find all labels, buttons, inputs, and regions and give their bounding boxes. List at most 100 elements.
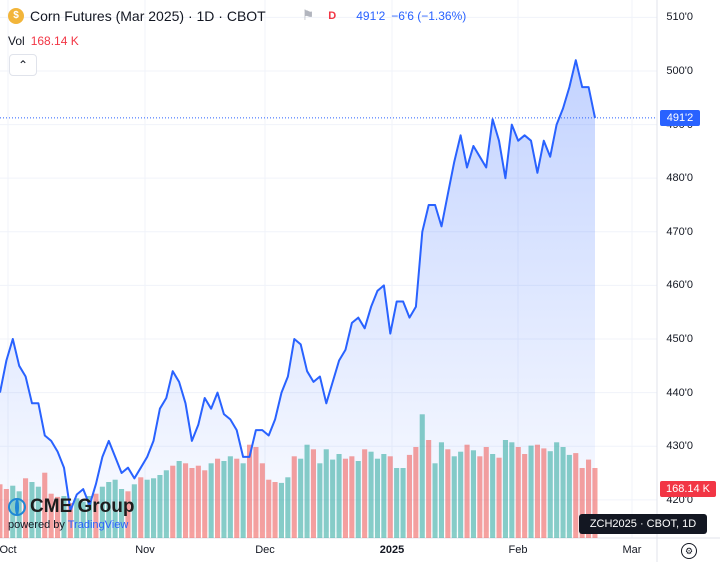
volume-bar: [330, 459, 336, 538]
volume-bar: [3, 489, 9, 538]
volume-bar: [566, 454, 572, 538]
volume-bar: [87, 496, 93, 538]
volume-bar: [55, 496, 61, 538]
volume-bar: [67, 503, 73, 538]
volume-bar: [221, 461, 227, 538]
volume-bar: [266, 479, 272, 538]
last-price-value: 491'2: [356, 8, 386, 23]
volume-bar: [0, 484, 3, 538]
volume-bar: [451, 456, 457, 538]
volume-bar: [202, 470, 208, 538]
volume-label: Vol: [8, 34, 25, 48]
volume-bar: [125, 491, 131, 538]
volume-bar: [253, 447, 259, 538]
volume-bar: [560, 447, 566, 538]
volume-bar: [432, 463, 438, 538]
volume-bar: [387, 456, 393, 538]
volume-bar: [74, 498, 80, 538]
volume-bar: [554, 442, 560, 538]
volume-legend: Vol 168.14 K: [8, 34, 79, 48]
volume-bar: [368, 451, 374, 538]
volume-bar: [534, 444, 540, 538]
volume-bar: [80, 501, 86, 538]
volume-bar: [426, 440, 432, 538]
cme-logo[interactable]: CME Group powered by TradingView: [8, 496, 135, 531]
market-status-badge[interactable]: D: [328, 9, 337, 22]
volume-bar: [586, 459, 592, 538]
volume-bar: [298, 458, 304, 538]
volume-bar: [170, 465, 176, 538]
volume-bar: [342, 458, 348, 538]
price-area-fill: [0, 60, 595, 532]
volume-bar: [413, 447, 419, 538]
symbol-tooltip: ZCH2025 · CBOT, 1D: [579, 514, 707, 534]
volume-bar: [163, 470, 169, 538]
volume-bar: [509, 442, 515, 538]
volume-bar: [579, 468, 585, 538]
volume-bar: [464, 444, 470, 538]
volume-bar: [336, 454, 342, 538]
volume-bar: [381, 454, 387, 538]
volume-bar: [374, 458, 380, 538]
volume-bar: [496, 457, 502, 538]
volume-bar: [458, 451, 464, 538]
price-axis-label: 440'0: [666, 386, 693, 399]
volume-bar: [285, 477, 291, 538]
volume-bar: [304, 444, 310, 538]
symbol-logo-icon: $: [8, 7, 24, 24]
volume-bar: [362, 449, 368, 538]
volume-bar: [215, 458, 221, 538]
volume-bar: [195, 465, 201, 538]
price-line: [0, 59, 596, 512]
volume-bar: [151, 478, 157, 538]
volume-bar: [176, 461, 182, 538]
volume-bar: [259, 463, 265, 538]
settings-gear-icon[interactable]: ⚙: [681, 543, 697, 559]
volume-bar: [227, 456, 233, 538]
price-axis-label: 500'0: [666, 64, 693, 77]
volume-bar: [157, 475, 163, 538]
logo-brand: CME Group: [30, 496, 135, 517]
volume-bar: [144, 479, 150, 538]
price-change-value: −6'6 (−1.36%): [391, 8, 467, 23]
time-axis-label: 2025: [379, 544, 405, 556]
globe-icon: [8, 498, 26, 516]
flag-icon[interactable]: ⚑: [301, 7, 315, 23]
price-axis-label: 450'0: [666, 333, 693, 345]
price-axis-label: 510'0: [666, 11, 693, 24]
volume-bar: [445, 449, 451, 538]
symbol-title[interactable]: Corn Futures (Mar 2025) · 1D · CBOT: [30, 7, 266, 24]
volume-bar: [278, 482, 284, 538]
volume-bar: [522, 454, 528, 538]
collapse-legend-button[interactable]: ⌃: [9, 54, 37, 76]
volume-bar: [272, 482, 278, 538]
last-price-tag: 491'2: [660, 109, 700, 126]
volume-bar: [394, 468, 400, 538]
volume-bar: [528, 445, 534, 538]
volume-bar: [42, 472, 48, 538]
time-axis-label: Dec: [255, 544, 275, 556]
volume-bar: [247, 444, 253, 538]
volume-bar: [183, 463, 189, 538]
volume-bar: [291, 456, 297, 538]
powered-prefix: powered by: [8, 519, 68, 531]
volume-bar: [349, 456, 355, 538]
time-axis-label: Mar: [622, 544, 642, 556]
volume-bar: [490, 454, 496, 538]
volume-bar: [208, 463, 214, 538]
volume-bar: [240, 463, 246, 538]
volume-bar: [106, 482, 112, 538]
volume-bar: [438, 442, 444, 538]
volume-bar: [573, 453, 579, 538]
volume-bar: [189, 468, 195, 538]
volume-bar: [93, 493, 99, 538]
volume-bar: [234, 458, 240, 538]
volume-bar: [502, 440, 508, 538]
volume-bar: [48, 493, 54, 538]
volume-bar: [112, 479, 118, 538]
volume-bar: [317, 463, 323, 538]
price-axis-label: 430'0: [666, 440, 693, 453]
volume-bar: [541, 448, 547, 538]
tradingview-link[interactable]: TradingView: [67, 519, 129, 531]
